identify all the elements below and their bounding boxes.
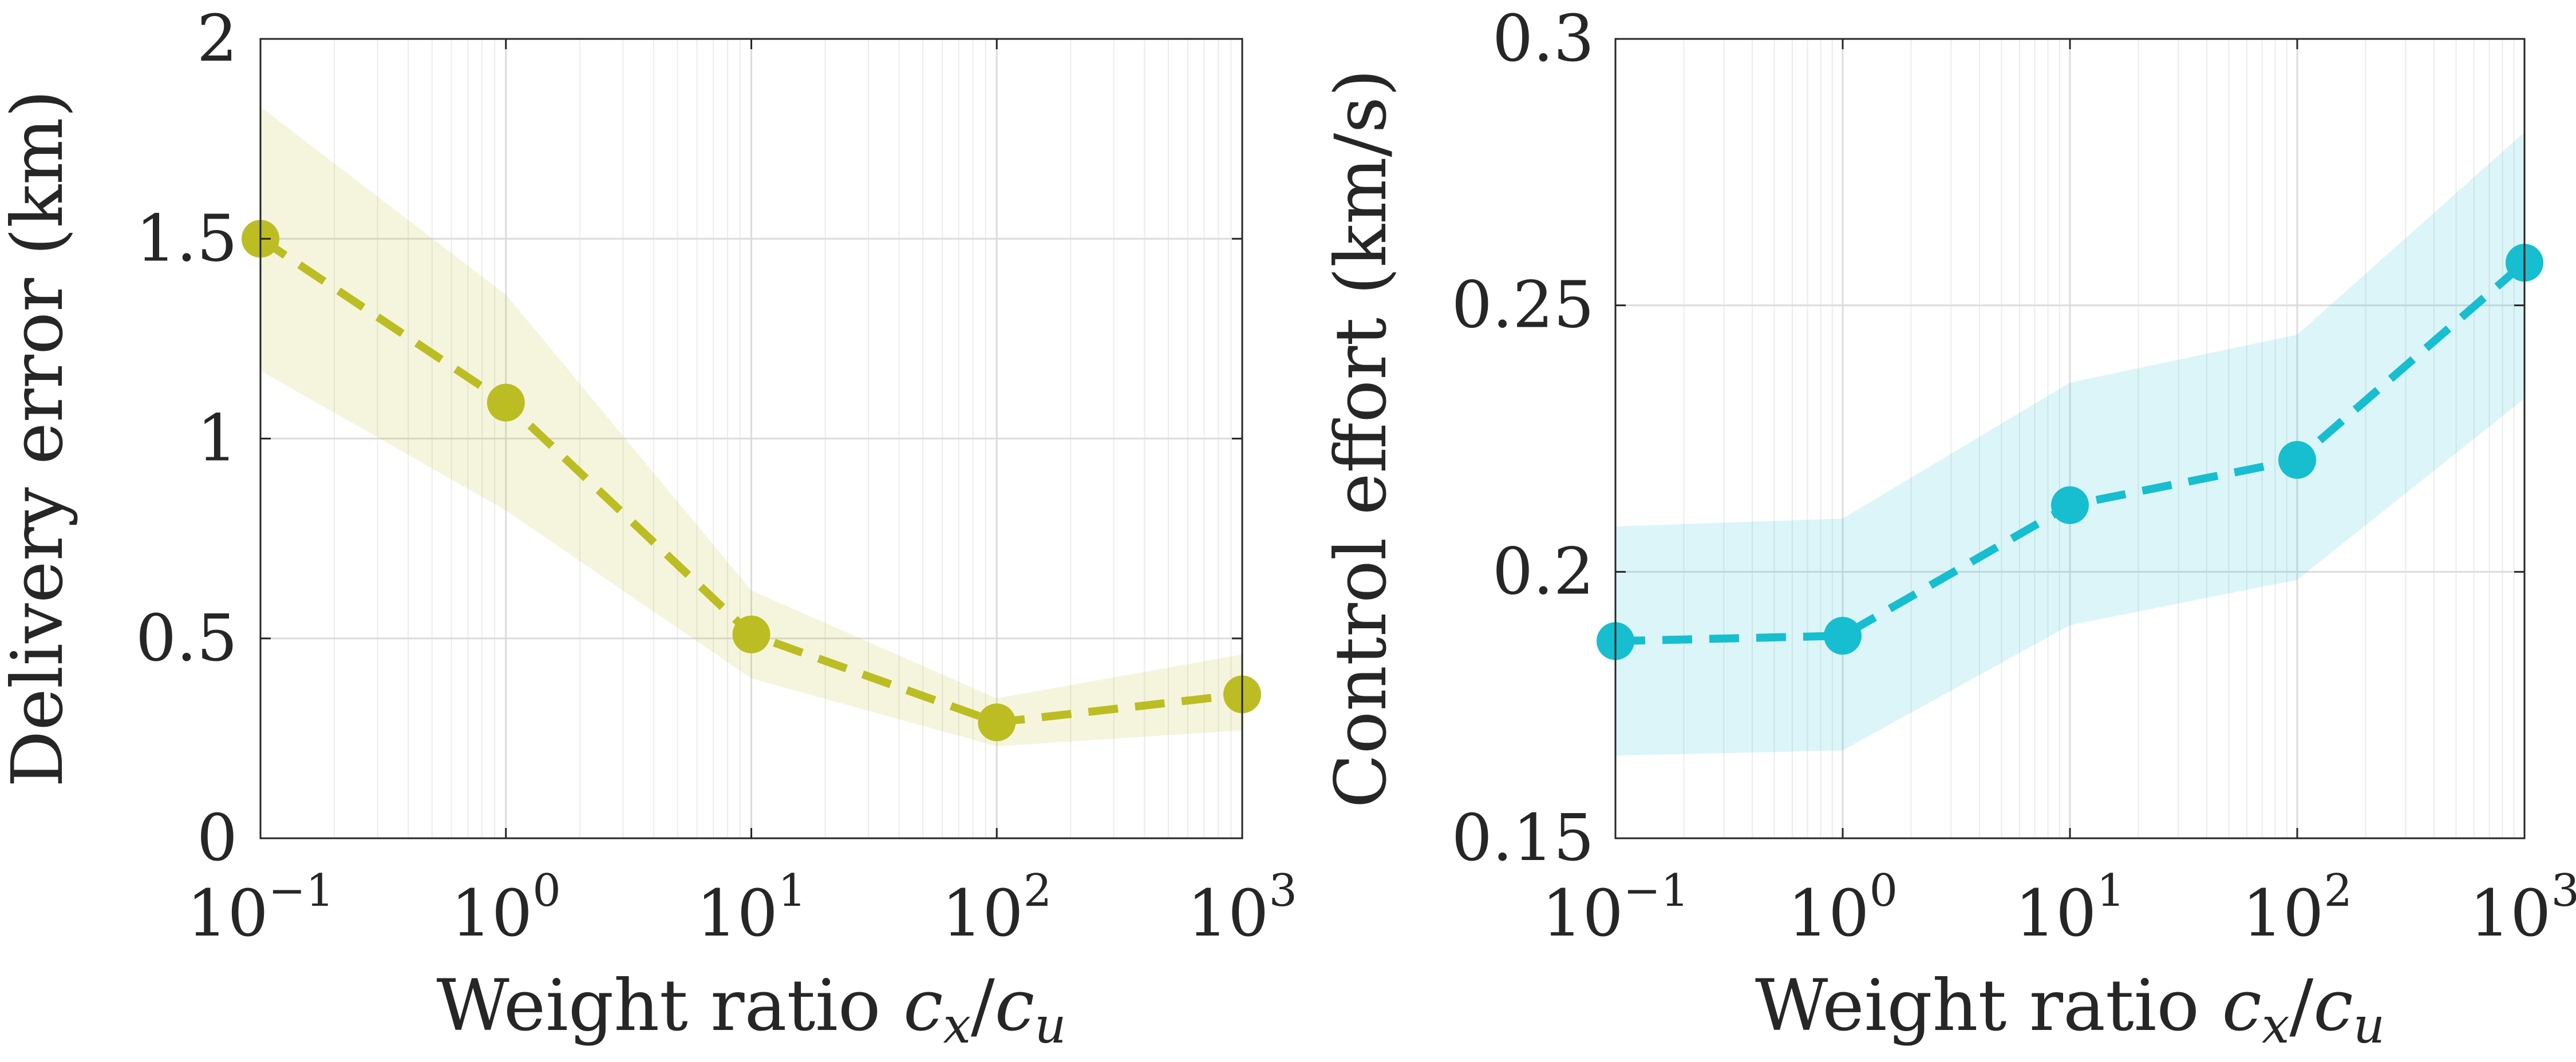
control-effort-chart: 0.15 0.2 0.25 0.3 10−1 100 101 102 103 Weight rat… <box>1320 2 2576 1055</box>
data-point <box>1824 617 1862 655</box>
x-tick-label: 103 <box>2470 865 2576 951</box>
x-axis-label: Weight ratio cx/cu <box>1755 965 2385 1055</box>
x-tick-label: 10−1 <box>187 865 334 951</box>
confidence-band <box>1615 132 2524 756</box>
y-tick-label: 2 <box>197 2 238 76</box>
data-point <box>487 383 525 422</box>
y-axis-label: Delivery error (km) <box>0 90 79 787</box>
x-axis-label: Weight ratio cx/cu <box>436 965 1066 1055</box>
x-tick-label: 100 <box>1788 865 1898 951</box>
y-tick-label: 0.25 <box>1452 268 1594 343</box>
y-tick-label: 0.3 <box>1492 2 1594 76</box>
x-tick-label: 10−1 <box>1542 865 1689 951</box>
y-tick-label: 0.15 <box>1452 801 1594 875</box>
y-tick-label: 1.5 <box>136 201 238 276</box>
y-tick-label: 0.2 <box>1492 534 1594 609</box>
x-tick-label: 102 <box>2242 865 2352 951</box>
data-point <box>732 615 771 653</box>
x-tick-label: 101 <box>696 865 806 951</box>
data-point <box>2051 486 2089 524</box>
delivery-error-chart: 0 0.5 1 1.5 2 10−1 100 101 102 103 Weight ratio cx… <box>0 2 1297 1055</box>
y-tick-label: 0 <box>197 801 238 875</box>
x-tick-label: 103 <box>1187 865 1297 951</box>
x-tick-label: 102 <box>942 865 1052 951</box>
x-tick-label: 101 <box>2015 865 2125 951</box>
data-point <box>978 703 1016 742</box>
x-tick-label: 100 <box>451 865 561 951</box>
y-tick-label: 1 <box>197 402 238 476</box>
data-point <box>2278 441 2316 479</box>
y-axis-label: Control effort (km/s) <box>1320 69 1402 809</box>
y-tick-label: 0.5 <box>136 601 238 676</box>
